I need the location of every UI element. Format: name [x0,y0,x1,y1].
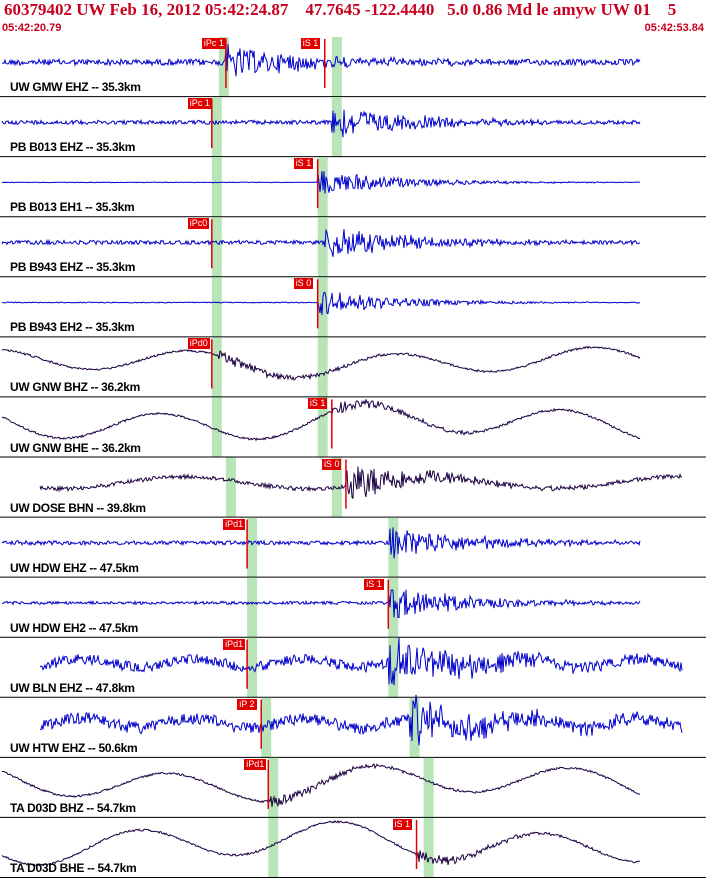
phase-window [261,697,272,758]
station-label: PB B013 EHZ -- 35.3km [10,140,136,155]
station-label: TA D03D BHZ -- 54.7km [10,800,136,815]
phase-window [218,37,229,98]
phase-window [423,757,434,818]
pick-label[interactable]: iPc0 [187,218,210,230]
waveform-trace[interactable] [1,346,641,381]
phase-window [388,637,399,698]
phase-window [211,277,222,338]
phase-window [247,577,258,638]
phase-window [331,97,342,158]
station-label: UW GMW EHZ -- 35.3km [10,80,141,95]
pick-label[interactable]: iS 1 [392,818,413,830]
phase-window [423,817,434,878]
pick-label[interactable]: iPd0 [187,338,210,350]
waveform-trace[interactable] [1,399,641,442]
waveform-trace[interactable] [1,109,641,138]
waveform-trace[interactable] [1,43,641,77]
pick-label[interactable]: iPc 1 [187,98,212,110]
station-label: UW GNW BHE -- 36.2km [10,440,141,455]
station-label: UW GNW BHZ -- 36.2km [10,380,141,395]
phase-window [317,217,328,278]
phase-window [211,217,222,278]
phase-window [331,457,342,518]
phase-window [247,637,258,698]
waveform-trace[interactable] [1,171,641,194]
end-time: 05:42:53.84 [644,22,704,34]
pick-label[interactable]: iS 1 [293,158,314,170]
pick-label[interactable]: iP 2 [237,698,257,710]
event-title: 60379402 UW Feb 16, 2012 05:42:24.87 47.… [4,0,677,19]
station-label: UW HDW EHZ -- 47.5km [10,560,139,575]
phase-window [211,157,222,218]
station-label: TA D03D BHE -- 54.7km [10,861,137,875]
waveform-trace[interactable] [1,588,641,619]
station-label: UW DOSE BHN -- 39.8km [10,500,146,515]
phase-window [211,337,222,398]
waveform-trace[interactable] [1,229,640,258]
phase-window [211,397,222,458]
start-time: 05:42:20.79 [2,22,62,34]
waveform-trace[interactable] [1,291,641,315]
header-bar: 60379402 UW Feb 16, 2012 05:42:24.87 47.… [0,0,706,37]
phase-window [331,37,342,98]
pick-label[interactable]: iS 1 [300,38,321,49]
phase-window [268,757,279,818]
phase-window [268,817,279,878]
station-label: UW HTW EHZ -- 50.6km [10,740,138,755]
pick-label[interactable]: iPd1 [223,518,246,530]
seismogram-canvas[interactable] [0,37,706,878]
station-label: UW BLN EHZ -- 47.8km [10,680,135,695]
station-label: PB B943 EHZ -- 35.3km [10,260,136,275]
station-label: PB B013 EH1 -- 35.3km [10,200,135,215]
waveform-trace[interactable] [39,637,683,686]
pick-label[interactable]: iS 1 [364,578,384,590]
phase-window [247,517,258,578]
waveform-trace[interactable] [1,763,641,808]
phase-window [225,457,236,518]
pick-label[interactable]: iS 0 [321,458,342,470]
pick-label[interactable]: iPd1 [244,758,267,770]
pick-label[interactable]: iS 0 [293,278,314,290]
phase-window [317,337,328,398]
waveform-trace[interactable] [1,527,641,559]
pick-label[interactable]: iS 1 [307,398,328,410]
waveform-trace[interactable] [1,819,641,867]
phase-window [211,97,222,158]
seismogram-panel[interactable]: iPc 1 iS 1 UW GMW EHZ -- 35.3km iPc 1 PB B01… [0,37,706,878]
phase-window [317,397,328,458]
waveform-trace[interactable] [39,466,683,500]
station-label: UW HDW EH2 -- 47.5km [10,620,139,635]
waveform-trace[interactable] [39,694,683,746]
pick-label[interactable]: iPc 1 [201,38,226,49]
phase-window [409,697,420,758]
pick-label[interactable]: iPd1 [223,638,246,650]
station-label: PB B943 EH2 -- 35.3km [10,320,135,335]
